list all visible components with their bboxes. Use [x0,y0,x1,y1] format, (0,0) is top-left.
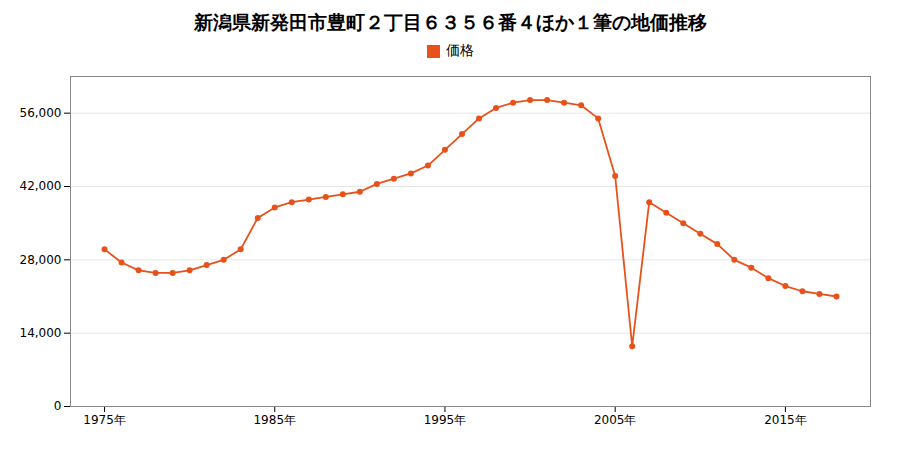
svg-text:14,000: 14,000 [20,326,62,340]
svg-text:2005年: 2005年 [594,413,637,427]
svg-text:1985年: 1985年 [253,413,296,427]
svg-text:0: 0 [54,399,62,413]
svg-text:42,000: 42,000 [20,179,62,193]
html-text:価格: 価格 [445,42,474,58]
svg-text:56,000: 56,000 [20,106,62,120]
svg-text:1975年: 1975年 [83,413,126,427]
svg-text:1995年: 1995年 [424,413,467,427]
svg-text:2015年: 2015年 [764,413,807,427]
html-text:新潟県新発田市豊町２丁目６３５６番４ほか１筆の地価推移: 新潟県新発田市豊町２丁目６３５６番４ほか１筆の地価推移 [193,11,707,33]
svg-text:28,000: 28,000 [20,253,62,267]
